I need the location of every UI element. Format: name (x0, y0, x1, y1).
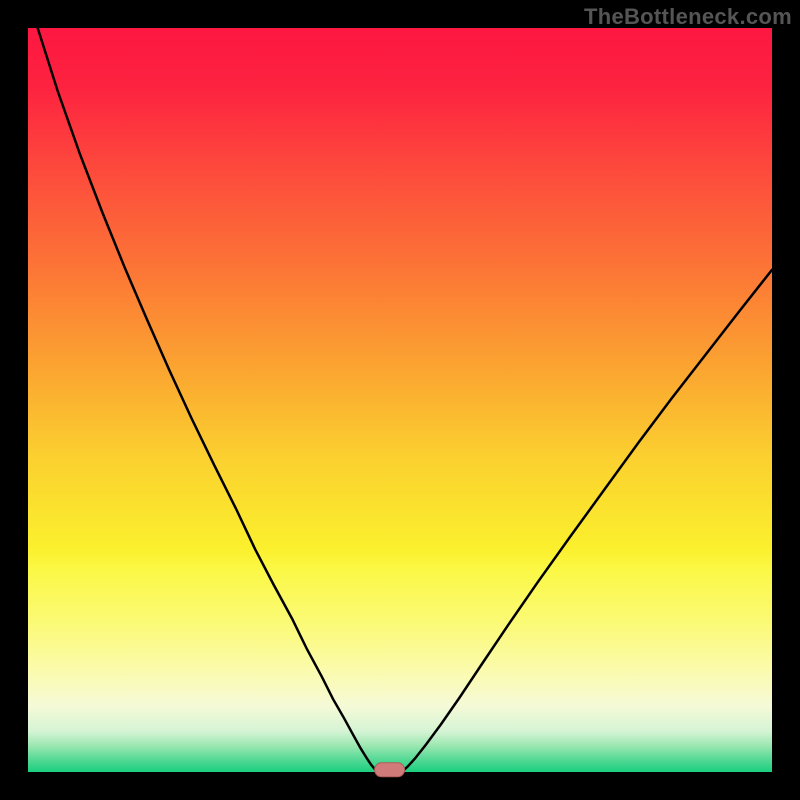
bottleneck-chart (0, 0, 800, 800)
watermark-text: TheBottleneck.com (584, 4, 792, 30)
chart-gradient-background (28, 28, 772, 772)
optimal-point-marker (375, 763, 405, 777)
chart-container: TheBottleneck.com (0, 0, 800, 800)
